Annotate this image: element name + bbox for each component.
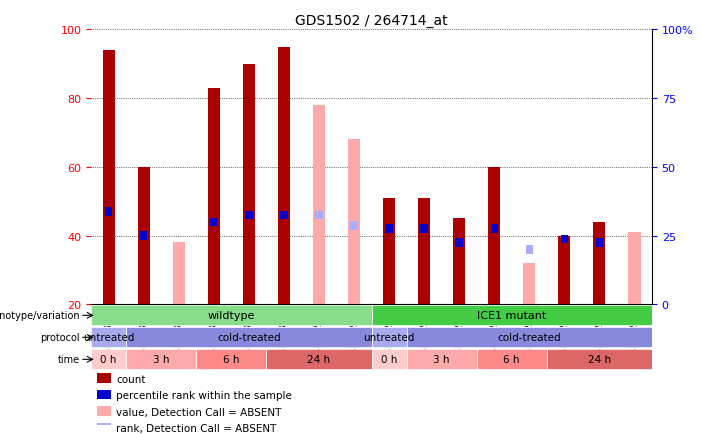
- FancyBboxPatch shape: [196, 350, 266, 369]
- Text: 24 h: 24 h: [588, 355, 611, 365]
- Text: protocol: protocol: [40, 332, 80, 342]
- Text: cold-treated: cold-treated: [217, 332, 280, 342]
- Bar: [350, 221, 358, 230]
- Text: time: time: [57, 355, 80, 365]
- Bar: [102, 51, 115, 305]
- Bar: [488, 168, 501, 305]
- Bar: [418, 198, 430, 305]
- Bar: [383, 198, 395, 305]
- FancyBboxPatch shape: [126, 328, 372, 348]
- Bar: [97, 423, 111, 432]
- Text: untreated: untreated: [363, 332, 415, 342]
- Bar: [313, 106, 325, 305]
- FancyBboxPatch shape: [91, 328, 126, 348]
- FancyBboxPatch shape: [547, 350, 652, 369]
- Bar: [243, 65, 255, 305]
- FancyBboxPatch shape: [372, 350, 407, 369]
- Text: wildtype: wildtype: [207, 311, 255, 321]
- Text: genotype/variation: genotype/variation: [0, 311, 80, 321]
- Text: 3 h: 3 h: [433, 355, 450, 365]
- Bar: [526, 246, 533, 254]
- Text: ICE1 mutant: ICE1 mutant: [477, 311, 546, 321]
- FancyBboxPatch shape: [266, 350, 372, 369]
- Bar: [421, 225, 428, 233]
- Text: cold-treated: cold-treated: [498, 332, 561, 342]
- Bar: [593, 222, 606, 305]
- Text: 0 h: 0 h: [381, 355, 397, 365]
- Text: rank, Detection Call = ABSENT: rank, Detection Call = ABSENT: [116, 423, 277, 433]
- Bar: [523, 263, 536, 305]
- Bar: [456, 239, 463, 247]
- Bar: [210, 218, 217, 227]
- FancyBboxPatch shape: [407, 350, 477, 369]
- Text: 6 h: 6 h: [223, 355, 240, 365]
- Bar: [491, 225, 498, 233]
- Bar: [561, 235, 568, 244]
- Bar: [245, 211, 252, 220]
- FancyBboxPatch shape: [372, 306, 652, 326]
- Bar: [628, 233, 641, 305]
- FancyBboxPatch shape: [91, 306, 372, 326]
- Bar: [386, 225, 393, 233]
- Text: percentile rank within the sample: percentile rank within the sample: [116, 390, 292, 400]
- Text: count: count: [116, 374, 146, 384]
- Bar: [558, 236, 571, 305]
- Bar: [453, 219, 465, 305]
- Bar: [596, 239, 603, 247]
- Bar: [172, 243, 185, 305]
- Text: 0 h: 0 h: [100, 355, 117, 365]
- FancyBboxPatch shape: [477, 350, 547, 369]
- Bar: [315, 211, 322, 220]
- Bar: [278, 47, 290, 305]
- Bar: [140, 232, 147, 240]
- Text: 24 h: 24 h: [308, 355, 330, 365]
- Bar: [97, 390, 111, 400]
- Bar: [137, 168, 150, 305]
- Title: GDS1502 / 264714_at: GDS1502 / 264714_at: [295, 14, 448, 28]
- Text: untreated: untreated: [83, 332, 135, 342]
- Text: 3 h: 3 h: [153, 355, 170, 365]
- FancyBboxPatch shape: [372, 328, 407, 348]
- Bar: [97, 373, 111, 383]
- FancyBboxPatch shape: [91, 350, 126, 369]
- Bar: [97, 406, 111, 416]
- Text: value, Detection Call = ABSENT: value, Detection Call = ABSENT: [116, 407, 282, 417]
- FancyBboxPatch shape: [126, 350, 196, 369]
- Bar: [207, 89, 220, 305]
- Bar: [348, 140, 360, 305]
- Bar: [105, 208, 112, 217]
- Text: 6 h: 6 h: [503, 355, 520, 365]
- Bar: [280, 211, 287, 220]
- FancyBboxPatch shape: [407, 328, 652, 348]
